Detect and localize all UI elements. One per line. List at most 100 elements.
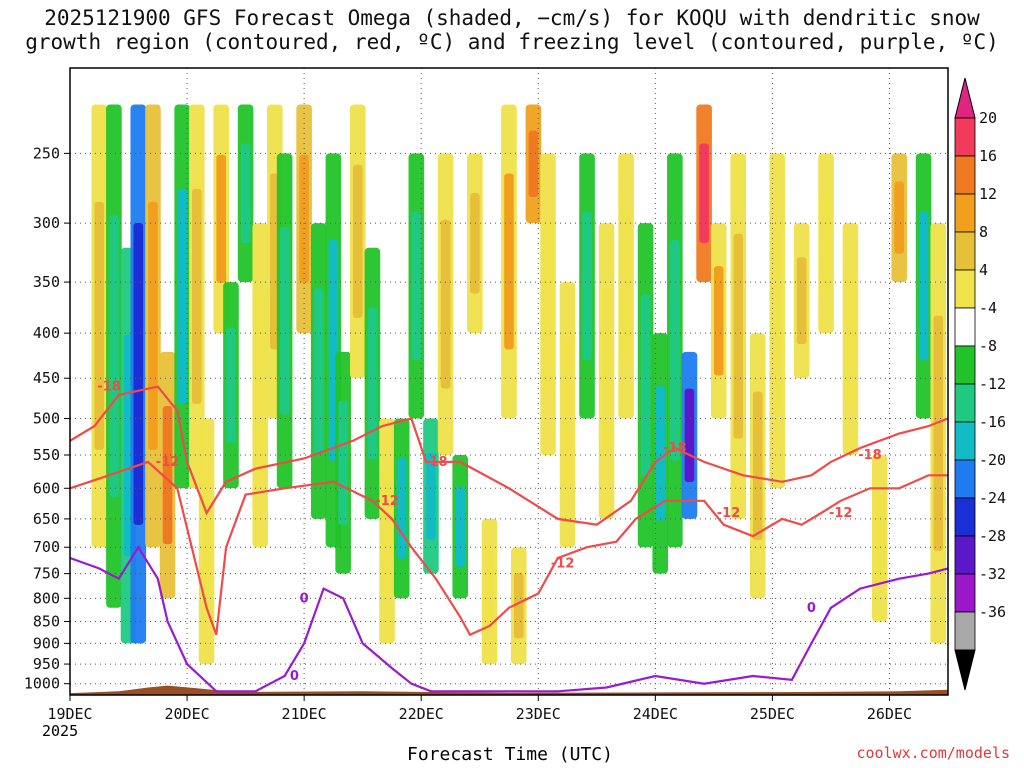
colorbar-label: -28 (979, 527, 1006, 545)
colorbar-label: -16 (979, 413, 1006, 431)
contour-label: -12 (375, 494, 399, 509)
y-tick-label: 800 (33, 589, 60, 607)
omega-cell-core (455, 486, 466, 567)
y-tick-label: 950 (33, 655, 60, 673)
omega-cell-core (504, 173, 514, 350)
contour--12 (70, 460, 948, 637)
contour-label: -12 (829, 506, 853, 521)
omega-cell-core (411, 211, 422, 361)
omega-cell-core (670, 240, 680, 461)
omega-cell-core (640, 294, 651, 476)
credit-link[interactable]: coolwx.com/models (856, 744, 1010, 762)
colorbar-bin (954, 155, 976, 195)
colorbar-bin (954, 383, 976, 423)
terrain-fill (70, 685, 948, 695)
y-tick-label: 850 (33, 613, 60, 631)
colorbar-label: 20 (979, 109, 997, 127)
colorbar-label: -4 (979, 299, 997, 317)
contour-label: 0 (290, 669, 299, 684)
omega-cell-core (796, 257, 807, 345)
x-tick-label: 25DEC (750, 705, 795, 723)
y-tick-label: 1000 (24, 675, 60, 693)
omega-cell-core (918, 211, 929, 361)
omega-cell-core (513, 572, 524, 639)
omega-cell-core (933, 315, 944, 551)
x-axis-ticks: 19DEC 20DEC 21DEC 22DEC 23DEC 24DEC 25DEC 26DEC (47, 695, 912, 723)
colorbar-bin (954, 117, 976, 157)
omega-cell-core (543, 219, 553, 389)
x-tick-label: 20DEC (164, 705, 209, 723)
x-tick-label: 22DEC (399, 705, 444, 723)
x-tick-label: 21DEC (282, 705, 327, 723)
colorbar-bin (954, 611, 976, 651)
omega-cell-core (367, 307, 378, 460)
colorbar-max-arrow (954, 77, 976, 119)
colorbar-bin (954, 421, 976, 461)
colorbar-label: 16 (979, 147, 997, 165)
contour-label: -12 (156, 455, 180, 470)
omega-cell-core (713, 266, 724, 376)
omega-cell-core (601, 288, 612, 454)
omega-cell-core (894, 181, 905, 254)
y-tick-label: 450 (33, 369, 60, 387)
colorbar-label: -32 (979, 565, 1006, 583)
title-line-1: 2025121900 GFS Forecast Omega (shaded, −… (44, 6, 980, 30)
x-tick-label: 26DEC (867, 705, 912, 723)
y-tick-label: 500 (33, 410, 60, 428)
colorbar-label: 8 (979, 223, 988, 241)
colorbar-bin (954, 193, 976, 233)
omega-cell-core (255, 294, 266, 476)
contour-label: -12 (551, 556, 575, 571)
year-label: 2025 (42, 722, 79, 740)
omega-cell-core (772, 227, 783, 415)
omega-cell-core (470, 192, 480, 294)
omega-cell-core (699, 143, 709, 244)
omega-cell-core (240, 143, 251, 244)
omega-cell-core (684, 388, 695, 483)
colorbar-label: -36 (979, 603, 1006, 621)
colorbar-label: -12 (979, 375, 1006, 393)
contour-label: -18 (858, 448, 882, 463)
chart-title: 2025121900 GFS Forecast Omega (shaded, −… (0, 6, 1024, 54)
colorbar-label: 12 (979, 185, 997, 203)
omega-cell-core (382, 467, 392, 594)
omega-cell-core (562, 340, 573, 489)
y-tick-label: 350 (33, 273, 60, 291)
omega-cell-core (192, 188, 202, 404)
colorbar-bin (954, 535, 976, 575)
terrain (70, 685, 948, 695)
omega-cell-core (621, 211, 631, 361)
omega-cell-core (655, 386, 666, 521)
colorbar: 20 16 12 8 4 -4 -8 -12 -16 -20 -24 -28 -32 -36 (954, 77, 1006, 691)
omega-cell-core (528, 130, 539, 198)
colorbar-label: -8 (979, 337, 997, 355)
omega-cell-core (338, 400, 348, 525)
contour--18 (70, 385, 948, 526)
omega-cell-core (426, 452, 436, 540)
contour-label: 0 (300, 591, 309, 606)
omega-cell-core (440, 219, 451, 389)
omega-cell-core (133, 223, 144, 525)
omega-cell-core (94, 201, 105, 450)
colorbar-label: -24 (979, 489, 1006, 507)
colorbar-bin (954, 497, 976, 537)
y-tick-label: 550 (33, 446, 60, 464)
omega-cell-core (162, 406, 173, 545)
omega-cell-core (177, 188, 187, 404)
omega-cell-core (279, 227, 290, 415)
omega-cell-core (216, 154, 227, 283)
y-tick-label: 250 (33, 144, 60, 162)
colorbar-min-arrow (954, 649, 976, 691)
contour-0 (70, 545, 948, 693)
y-tick-label: 300 (33, 214, 60, 232)
contour-label: -12 (717, 506, 741, 521)
contour-label: -18 (97, 380, 121, 395)
y-tick-label: 600 (33, 479, 60, 497)
colorbar-label: 4 (979, 261, 988, 279)
colorbar-bin (954, 307, 976, 347)
y-tick-label: 900 (33, 634, 60, 652)
colorbar-bin (954, 459, 976, 499)
y-tick-label: 750 (33, 565, 60, 583)
x-tick-label: 19DEC (47, 705, 92, 723)
